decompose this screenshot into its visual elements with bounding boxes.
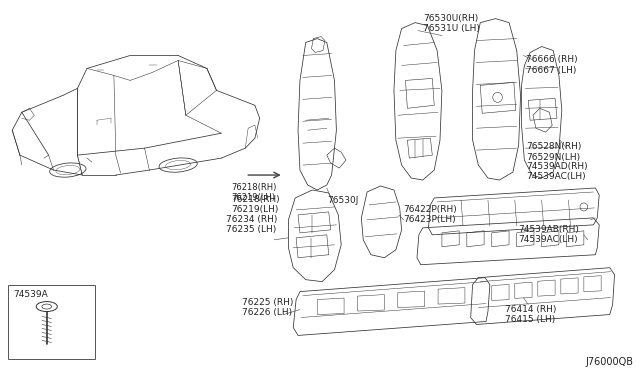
Text: 76666 (RH)
76667 (LH): 76666 (RH) 76667 (LH) xyxy=(526,55,578,75)
Text: 76218(RH)
76219(LH): 76218(RH) 76219(LH) xyxy=(231,183,276,202)
Text: 76530J: 76530J xyxy=(327,196,358,205)
Text: 74539AD(RH)
74539AC(LH): 74539AD(RH) 74539AC(LH) xyxy=(526,162,588,182)
Bar xyxy=(8,285,95,359)
Text: 76225 (RH)
76226 (LH): 76225 (RH) 76226 (LH) xyxy=(243,298,294,317)
Text: 74539AB(RH)
74539AC(LH): 74539AB(RH) 74539AC(LH) xyxy=(518,225,579,244)
Text: 76414 (RH)
76415 (LH): 76414 (RH) 76415 (LH) xyxy=(505,305,557,324)
Text: J76000QB: J76000QB xyxy=(586,357,634,368)
Text: 76530U(RH)
76531U (LH): 76530U(RH) 76531U (LH) xyxy=(423,14,479,33)
Text: 76218(RH)
76219(LH): 76218(RH) 76219(LH) xyxy=(231,195,280,214)
Text: 76528N(RH)
76529N(LH): 76528N(RH) 76529N(LH) xyxy=(526,142,582,161)
Text: 74539A: 74539A xyxy=(13,290,48,299)
Text: 76422P(RH)
76423P(LH): 76422P(RH) 76423P(LH) xyxy=(404,205,458,224)
Text: 76234 (RH)
76235 (LH): 76234 (RH) 76235 (LH) xyxy=(226,215,278,234)
